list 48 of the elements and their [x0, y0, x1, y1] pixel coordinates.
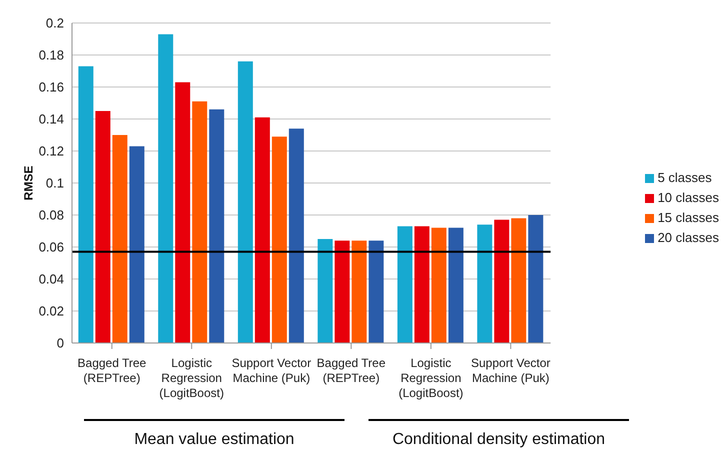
bar: [129, 146, 144, 343]
bar: [397, 226, 412, 343]
x-tick-label: Support Vector Machine (Puk): [471, 356, 550, 385]
bar: [112, 135, 128, 343]
x-tick-label: Bagged Tree (REPTree): [78, 356, 147, 385]
bar: [272, 136, 287, 343]
text: Conditional density estimation: [392, 431, 606, 448]
y-tick-label: 0.1: [46, 176, 64, 191]
legend-label: 15 classes: [658, 210, 719, 225]
bar: [431, 228, 446, 343]
bar: [192, 101, 208, 343]
bar: [158, 34, 174, 343]
x-tick-label: Logistic Regression (LogitBoost): [159, 356, 224, 400]
bar: [175, 82, 190, 343]
bar: [288, 128, 304, 343]
y-tick-label: 0.14: [38, 112, 64, 127]
legend-label: 20 classes: [658, 230, 719, 245]
bar: [95, 111, 110, 343]
bar: [209, 109, 224, 343]
bar: [494, 220, 510, 343]
text: Mean value estimation: [134, 431, 294, 448]
y-tick-label: 0.12: [38, 144, 64, 159]
bar: [528, 215, 544, 343]
y-tick-label: 0: [56, 336, 64, 351]
y-tick-label: 0.04: [38, 272, 64, 287]
bar: [78, 66, 94, 343]
bar: [254, 117, 270, 343]
bar: [477, 224, 492, 343]
y-tick-label: 0.16: [38, 80, 64, 95]
bar: [511, 218, 526, 343]
y-tick-label: 0.02: [38, 304, 64, 319]
x-tick-label: Logistic Regression (LogitBoost): [398, 356, 464, 400]
legend-label: 5 classes: [658, 170, 712, 185]
bar: [334, 240, 350, 343]
bar: [352, 240, 367, 343]
y-tick-label: 0.06: [38, 240, 64, 255]
bar: [238, 61, 253, 343]
bar: [414, 226, 430, 343]
x-tick-label: Support Vector Machine (Puk): [232, 356, 312, 385]
legend-label: 10 classes: [658, 190, 719, 205]
y-tick-label: 0.08: [38, 208, 64, 223]
bar: [318, 239, 333, 343]
bar: [448, 228, 464, 343]
y-tick-label: 0.18: [38, 48, 64, 63]
y-axis-title: RMSE: [21, 166, 36, 200]
y-tick-label: 0.2: [46, 16, 64, 31]
bar: [368, 240, 384, 343]
x-tick-label: Bagged Tree (REPTree): [316, 356, 386, 385]
